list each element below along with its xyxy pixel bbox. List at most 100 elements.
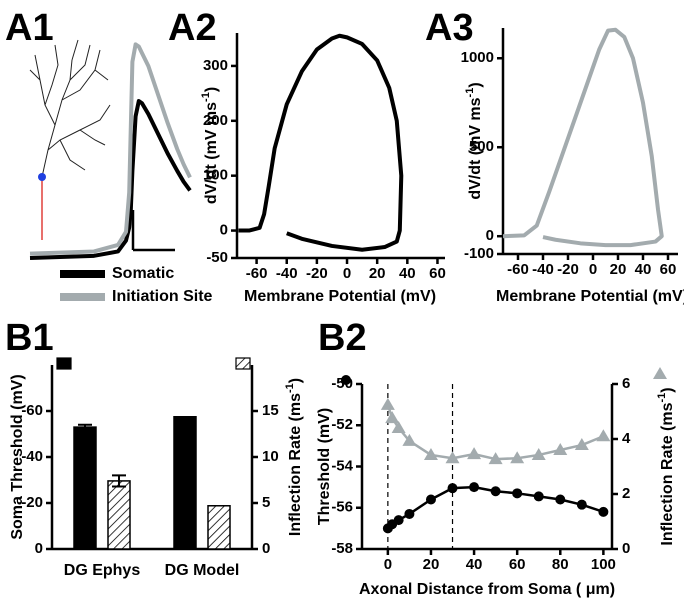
panel-label: B1 — [5, 317, 54, 359]
x-tick-label: 60 — [509, 556, 526, 573]
data-point — [576, 499, 587, 510]
y-tick-label: -52 — [331, 416, 353, 433]
axis-label: Inflection Rate (ms-1) — [656, 387, 676, 545]
data-point — [598, 506, 609, 517]
axis-label-part: ) — [203, 87, 220, 92]
y-tick-label: -60 — [21, 402, 43, 419]
axis-label-part: -1 — [200, 92, 212, 102]
y2-tick-label: 0 — [622, 540, 630, 557]
axis-label-part: -1 — [464, 88, 476, 98]
x-tick-label: 40 — [635, 261, 652, 278]
panel-label: B2 — [318, 317, 367, 359]
axis-label: Threshold (mV) — [316, 408, 333, 525]
data-point — [574, 438, 589, 451]
y-tick-label: 1000 — [461, 49, 494, 66]
y-tick-label: 0 — [35, 540, 43, 557]
series-line — [238, 33, 404, 252]
error-bar — [78, 423, 92, 431]
data-point — [385, 411, 400, 424]
y-tick-label: 500 — [469, 138, 494, 155]
data-point — [380, 397, 395, 410]
data-point — [553, 443, 568, 455]
x-tick-label: 20 — [369, 265, 386, 282]
x-tick-label: 0 — [343, 265, 351, 282]
y-tick-label: 0 — [220, 222, 228, 239]
y-tick-label: 200 — [203, 112, 228, 129]
y-tick-label: 300 — [203, 57, 228, 74]
data-point — [510, 451, 525, 464]
axis-label-part: Inflection Rate (ms — [659, 402, 676, 545]
x-tick-label: -60 — [507, 261, 529, 278]
series-line — [386, 404, 604, 461]
series-line — [502, 27, 664, 248]
legend-label: Somatic — [112, 265, 174, 282]
data-point — [531, 447, 546, 460]
y2-tick-label: 5 — [262, 494, 270, 511]
y-tick-label: -54 — [331, 457, 353, 474]
x-axis-label: Axonal Distance from Soma ( μm) — [359, 581, 615, 598]
axis-label-part: ) — [467, 82, 484, 87]
data-point — [488, 452, 503, 465]
x-tick-label: 0 — [589, 261, 597, 278]
data-point — [402, 433, 417, 446]
axis-label: Inflection Rate (ms-1) — [284, 378, 304, 536]
legend-label: Initiation Site — [112, 288, 213, 305]
data-point — [393, 515, 404, 526]
x-tick-label: 100 — [591, 556, 616, 573]
data-point — [447, 483, 458, 494]
axis-label-part: Inflection Rate (ms — [287, 393, 304, 536]
y-tick-label: -40 — [21, 448, 43, 465]
axis-label-part: -1 — [656, 393, 668, 403]
x-tick-label: -40 — [276, 265, 298, 282]
data-point — [423, 447, 438, 460]
data-point — [391, 421, 406, 433]
axis-label-part: ) — [659, 387, 676, 392]
data-point — [467, 447, 482, 460]
y-tick-label: -58 — [331, 540, 353, 557]
x-tick-label: DG Ephys — [64, 562, 141, 579]
x-tick-label: 20 — [610, 261, 627, 278]
bar — [173, 416, 197, 550]
y2-tick-label: 0 — [262, 540, 270, 557]
y2-tick-label: 6 — [622, 375, 630, 392]
axis-label-part: dV/dt (mV ms — [203, 102, 220, 204]
neuron-morphology — [29, 39, 111, 240]
bar — [107, 480, 131, 550]
y2-tick-label: 10 — [262, 448, 279, 465]
y-tick-label: -100 — [464, 245, 494, 262]
panel-label: A3 — [425, 7, 474, 49]
data-point — [425, 494, 436, 505]
axis-label: dV/dt (mV ms-1) — [464, 82, 484, 199]
x-tick-label: 60 — [429, 265, 446, 282]
y2-tick-label: 4 — [622, 430, 631, 447]
y-tick-label: -20 — [21, 494, 43, 511]
bar — [73, 426, 97, 550]
x-axis-label: Membrane Potential (mV) — [244, 288, 436, 305]
y-tick-label: 100 — [203, 167, 228, 184]
data-point — [512, 488, 523, 499]
x-tick-label: 40 — [466, 556, 483, 573]
x-tick-label: -60 — [246, 265, 268, 282]
data-point — [469, 482, 480, 493]
series-line — [29, 42, 192, 256]
x-tick-label: 20 — [423, 556, 440, 573]
x-axis-label: Membrane Potential (mV) — [496, 288, 684, 305]
x-tick-label: DG Model — [165, 562, 240, 579]
x-tick-label: -20 — [306, 265, 328, 282]
data-point — [596, 429, 611, 442]
legend-swatch — [341, 375, 351, 385]
data-point — [555, 494, 566, 505]
y-tick-label: -56 — [331, 499, 353, 516]
bar — [207, 505, 231, 550]
error-bar — [112, 474, 126, 488]
scale-bar — [131, 210, 175, 252]
axis-label-part: -1 — [284, 383, 296, 393]
legend-swatch — [235, 357, 251, 370]
x-tick-label: 60 — [660, 261, 677, 278]
data-point — [490, 486, 501, 497]
legend-swatch — [653, 367, 667, 379]
axis-label-part: Soma Threshold (mV) — [9, 374, 26, 539]
x-tick-label: 40 — [399, 265, 416, 282]
y-tick-label: 0 — [486, 227, 494, 244]
